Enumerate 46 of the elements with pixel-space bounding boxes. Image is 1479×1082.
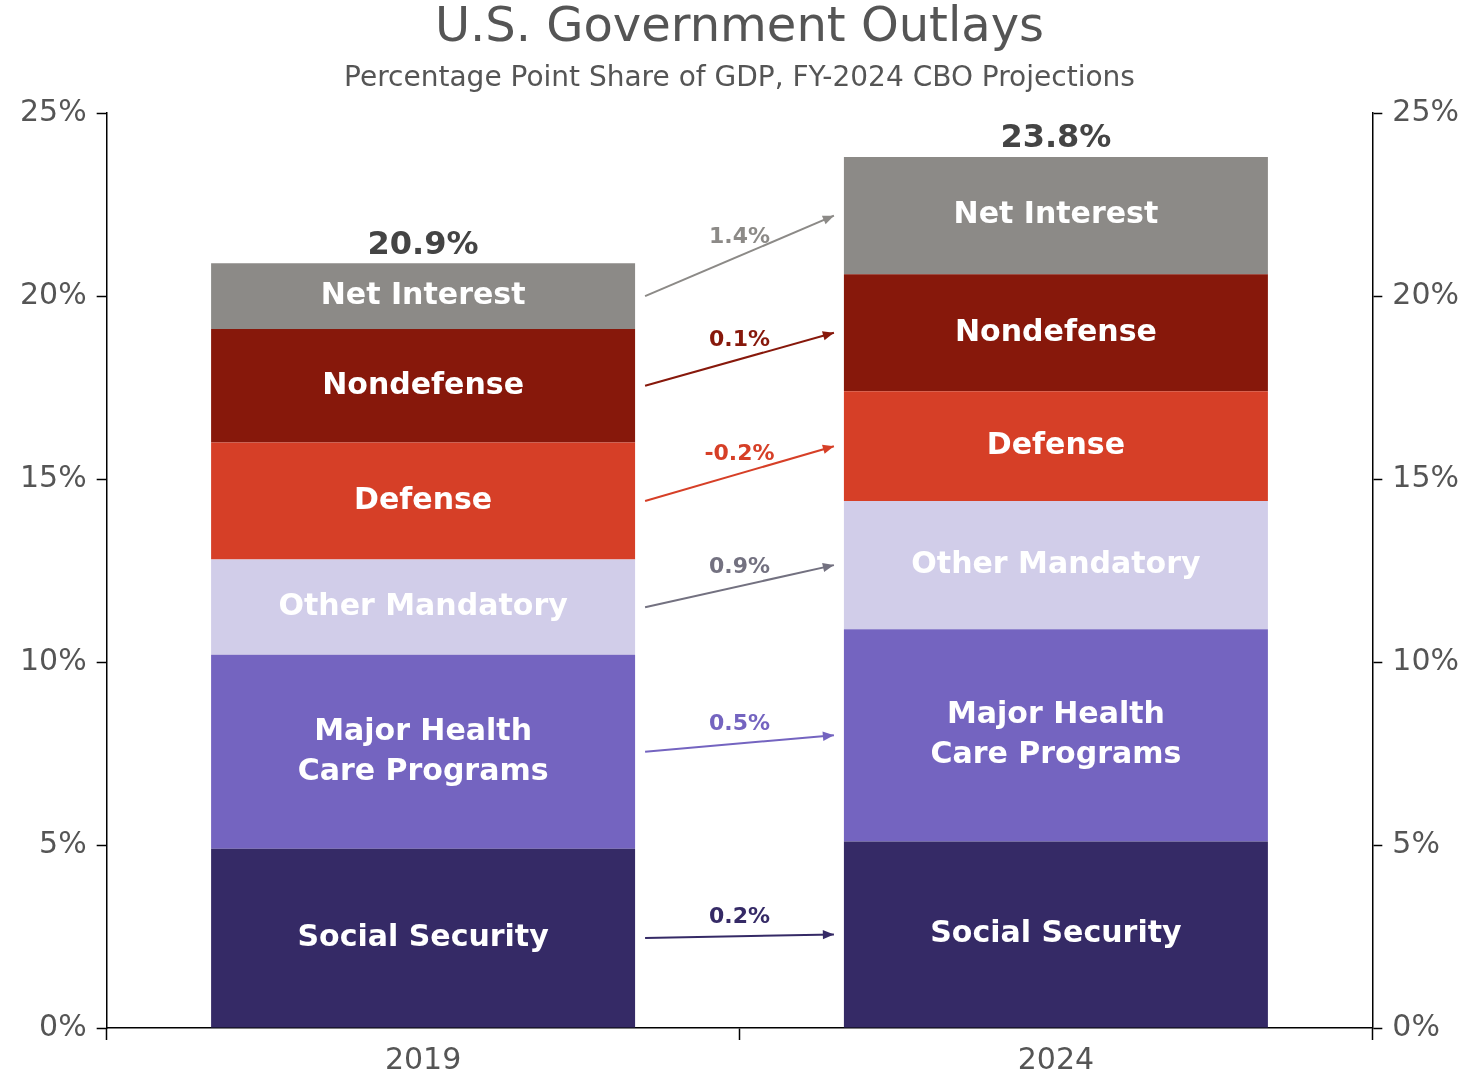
- chart-subtitle: Percentage Point Share of GDP, FY-2024 CBO Projections: [344, 59, 1135, 93]
- bar: [211, 848, 636, 1028]
- bar: [211, 654, 636, 849]
- annotation: 0.2%: [708, 902, 771, 928]
- text: Net Interest: [953, 195, 1159, 231]
- bar: [843, 841, 1268, 1028]
- annotation: 1.4%: [708, 222, 771, 248]
- bar: [211, 329, 636, 443]
- series-label: Net Interest: [320, 275, 526, 311]
- bar: [211, 263, 636, 330]
- x-tick-label: 2024: [1017, 1040, 1095, 1076]
- bar: [843, 629, 1268, 842]
- y-tick-label: 25%: [19, 93, 87, 128]
- y2-tick-label: 25%: [1392, 93, 1460, 128]
- series-label: Social Security: [297, 917, 550, 953]
- y2-tick-label: 15%: [1392, 458, 1460, 494]
- total-label: 23.8%: [1000, 117, 1112, 156]
- y2-tick-label: 20%: [1392, 275, 1460, 311]
- y-tick-label: 15%: [19, 458, 87, 494]
- y2-tick-label: 10%: [1392, 641, 1460, 677]
- y-tick-label: 0%: [39, 1007, 87, 1043]
- bar: [843, 391, 1268, 502]
- text: Nondefense: [954, 312, 1157, 348]
- annotation: 0.1%: [708, 326, 771, 351]
- text: Social Security: [930, 914, 1182, 950]
- total-label: 20.9%: [367, 223, 479, 262]
- text: Defense: [353, 480, 493, 516]
- bar: [843, 157, 1268, 275]
- annotation: -0.2%: [704, 440, 775, 466]
- bar: [211, 442, 636, 560]
- series-label: Major Health Care Programs: [297, 711, 549, 787]
- annotation: 0.9%: [708, 552, 771, 578]
- bar: [843, 501, 1268, 630]
- y-tick-label: 20%: [19, 275, 87, 311]
- bar: [211, 559, 636, 655]
- series-label: Nondefense: [322, 365, 525, 401]
- y-tick-label: 10%: [19, 641, 87, 677]
- bar: [843, 274, 1268, 392]
- annotation: 0.5%: [708, 710, 771, 736]
- y2-tick-label: 5%: [1392, 824, 1440, 860]
- y-tick-label: 5%: [39, 824, 87, 860]
- series-label: Defense: [986, 425, 1126, 461]
- chart-title: U.S. Government Outlays: [434, 0, 1045, 53]
- y2-tick-label: 0%: [1392, 1007, 1440, 1043]
- text: Major Health Care Programs: [930, 695, 1182, 771]
- x-tick-label: 2019: [384, 1040, 462, 1076]
